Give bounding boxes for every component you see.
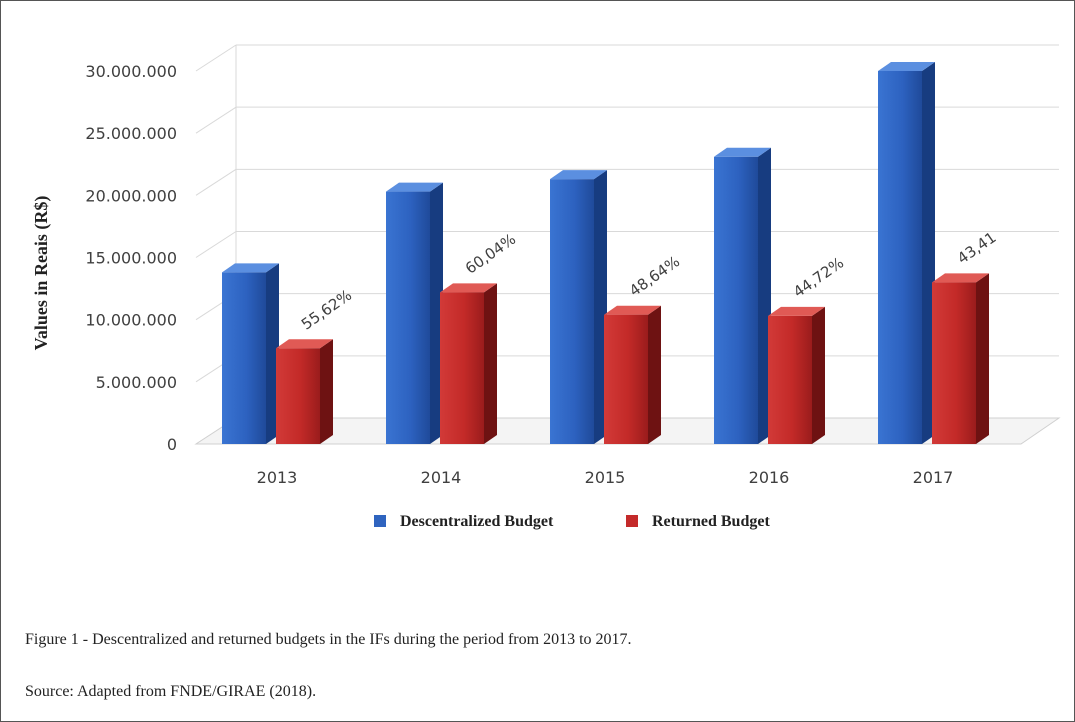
bar-returned-budget-2013 xyxy=(276,339,333,444)
legend-swatch xyxy=(626,515,638,527)
legend-item-descentralized-budget: Descentralized Budget xyxy=(374,513,554,530)
bar-returned-budget-2016 xyxy=(768,306,825,444)
bar-returned-budget-2014 xyxy=(440,283,497,444)
returned-percent-label: 43,41 xyxy=(954,228,1000,267)
x-tick-label: 2013 xyxy=(257,468,298,487)
gridline-diag xyxy=(195,44,237,72)
gridline-diag xyxy=(195,168,237,196)
y-tick-label: 25.000.000 xyxy=(85,124,177,143)
bar-descentralized-budget-2014 xyxy=(386,182,443,444)
y-tick-label: 5.000.000 xyxy=(96,373,177,392)
figure-source: Source: Adapted from FNDE/GIRAE (2018). xyxy=(25,683,317,700)
x-tick-label: 2017 xyxy=(913,468,954,487)
returned-percent-label: 48,64% xyxy=(626,252,683,300)
gridline-diag xyxy=(195,231,237,258)
y-tick-label: 20.000.000 xyxy=(85,186,177,205)
gridline-diag xyxy=(195,106,237,134)
bar-returned-budget-2017 xyxy=(932,273,989,444)
legend-label: Returned Budget xyxy=(652,513,770,530)
y-tick-label: 30.000.000 xyxy=(85,62,177,81)
y-axis: 0 5.000.000 10.000.000 15.000.000 20.000.000… xyxy=(85,62,177,454)
returned-percent-label: 55,62% xyxy=(298,286,355,334)
bar-descentralized-budget-2016 xyxy=(714,147,771,445)
y-axis-title: Values in Reais (R$) xyxy=(31,196,52,351)
x-tick-label: 2015 xyxy=(585,468,626,487)
bar-descentralized-budget-2013 xyxy=(222,263,279,444)
legend-swatch xyxy=(374,515,386,527)
figure-caption: Figure 1 - Descentralized and returned b… xyxy=(25,631,632,648)
chart-bars: 55,62%60,04% 48,64% 44,72%43,41 xyxy=(222,62,1000,445)
returned-percent-label: 60,04% xyxy=(462,230,519,278)
y-tick-label: 0 xyxy=(167,435,177,454)
chart-legend: Descentralized Budget Returned Budget xyxy=(374,513,770,530)
legend-item-returned-budget: Returned Budget xyxy=(626,513,770,530)
y-tick-label: 10.000.000 xyxy=(85,311,177,330)
x-axis: 2013 2014 2015 2016 2017 xyxy=(257,468,954,487)
x-tick-label: 2016 xyxy=(749,468,790,487)
y-tick-label: 15.000.000 xyxy=(85,249,177,268)
bar-chart: 0 5.000.000 10.000.000 15.000.000 20.000.000… xyxy=(31,44,1061,530)
legend-label: Descentralized Budget xyxy=(400,513,554,530)
x-tick-label: 2014 xyxy=(421,468,462,487)
bar-returned-budget-2015 xyxy=(604,305,661,444)
bar-descentralized-budget-2017 xyxy=(878,62,935,444)
bar-descentralized-budget-2015 xyxy=(550,170,607,445)
